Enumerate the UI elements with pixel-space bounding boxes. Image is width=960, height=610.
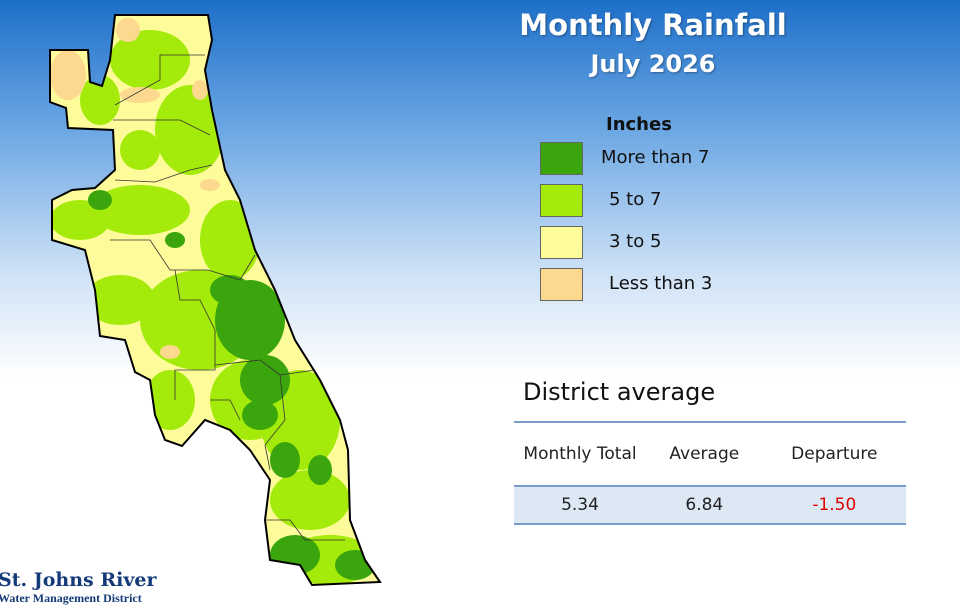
legend-label: Less than 3 bbox=[609, 273, 713, 294]
rainfall-map bbox=[49, 14, 381, 586]
logo-subname: Water Management District bbox=[0, 591, 142, 605]
legend-label: 3 to 5 bbox=[609, 231, 662, 252]
legend-swatch bbox=[540, 226, 583, 259]
map-fill bbox=[50, 15, 380, 585]
summary-title: District average bbox=[523, 378, 716, 406]
title: Monthly Rainfall bbox=[519, 8, 787, 42]
header-row: Monthly Total Average Departure bbox=[514, 421, 906, 487]
legend-swatch bbox=[540, 268, 583, 301]
data-row: 5.34 6.84 -1.50 bbox=[514, 486, 906, 525]
cell: 5.34 bbox=[514, 486, 646, 525]
legend-swatch bbox=[540, 142, 583, 175]
legend-label: 5 to 7 bbox=[609, 189, 662, 210]
subtitle: July 2026 bbox=[590, 50, 716, 78]
column-header: Departure bbox=[762, 421, 906, 487]
legend-title: Inches bbox=[606, 114, 672, 135]
cell: 6.84 bbox=[646, 486, 763, 525]
logo-name: St. Johns River bbox=[0, 569, 157, 591]
legend-swatch bbox=[540, 184, 583, 217]
summary-table: Monthly Total Average Departure 5.34 6.8… bbox=[514, 421, 906, 525]
county-lines bbox=[110, 54, 345, 541]
column-header: Average bbox=[646, 421, 763, 487]
column-header: Monthly Total bbox=[514, 421, 646, 487]
legend-label: More than 7 bbox=[601, 147, 710, 168]
cell: -1.50 bbox=[762, 486, 906, 525]
